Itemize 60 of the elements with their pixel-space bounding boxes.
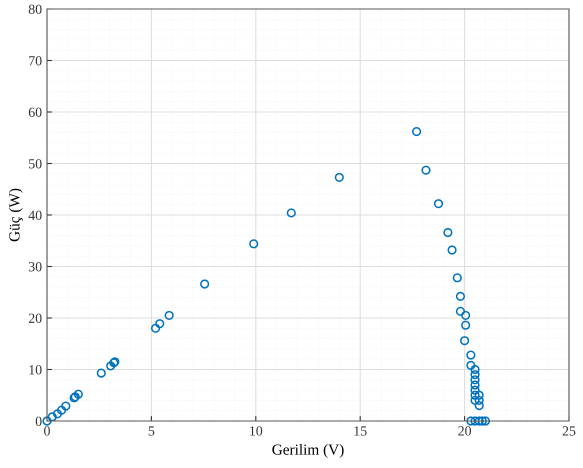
y-tick-label: 30	[28, 262, 42, 272]
point	[470, 370, 480, 380]
point	[249, 239, 258, 248]
x-tick-label: 0	[44, 426, 50, 436]
point	[470, 390, 480, 400]
y-tick-label: 10	[29, 365, 42, 374]
point	[200, 279, 210, 289]
point	[155, 319, 164, 328]
y-tick-label: 70	[29, 56, 42, 66]
point	[474, 390, 484, 400]
point	[474, 400, 484, 410]
y-axis-title: Güç (W)	[8, 188, 23, 242]
point	[480, 416, 490, 426]
point	[443, 228, 452, 238]
point	[452, 273, 462, 282]
point	[164, 310, 174, 320]
x-tick-label: 5	[148, 426, 154, 436]
point	[447, 245, 457, 255]
point	[48, 412, 57, 422]
point	[334, 172, 344, 182]
point	[461, 320, 470, 330]
point	[470, 380, 480, 390]
point	[286, 208, 296, 218]
y-tick-label: 60	[28, 108, 42, 117]
point	[470, 416, 480, 426]
point	[470, 364, 480, 374]
point	[474, 396, 484, 405]
y-tick-label: 80	[28, 4, 42, 14]
point	[434, 199, 444, 208]
x-tick-label: 25	[562, 426, 576, 436]
point	[74, 390, 83, 399]
point	[478, 416, 487, 426]
point	[466, 416, 476, 426]
y-tick-label: 20	[28, 314, 42, 323]
point	[474, 416, 484, 426]
y-tick-label: 50	[29, 159, 42, 168]
point	[470, 396, 480, 405]
point	[456, 292, 466, 301]
point	[456, 306, 466, 316]
point	[460, 336, 470, 346]
point	[470, 375, 480, 384]
point	[106, 361, 116, 370]
y-tick-label: 0	[36, 416, 42, 426]
point	[470, 386, 480, 395]
point	[61, 401, 70, 411]
point	[466, 350, 476, 360]
x-axis-title: Gerilim (V)	[272, 444, 344, 458]
point	[466, 360, 476, 370]
point	[421, 166, 431, 175]
point	[150, 324, 160, 333]
point	[52, 409, 62, 418]
point	[57, 406, 66, 415]
x-tick-label: 10	[250, 426, 262, 436]
point	[412, 126, 422, 136]
point	[461, 310, 470, 320]
x-tick-label: 20	[458, 426, 472, 436]
x-tick-label: 15	[354, 426, 367, 436]
point	[42, 416, 52, 426]
point	[96, 368, 106, 378]
y-tick-label: 40	[28, 210, 42, 220]
